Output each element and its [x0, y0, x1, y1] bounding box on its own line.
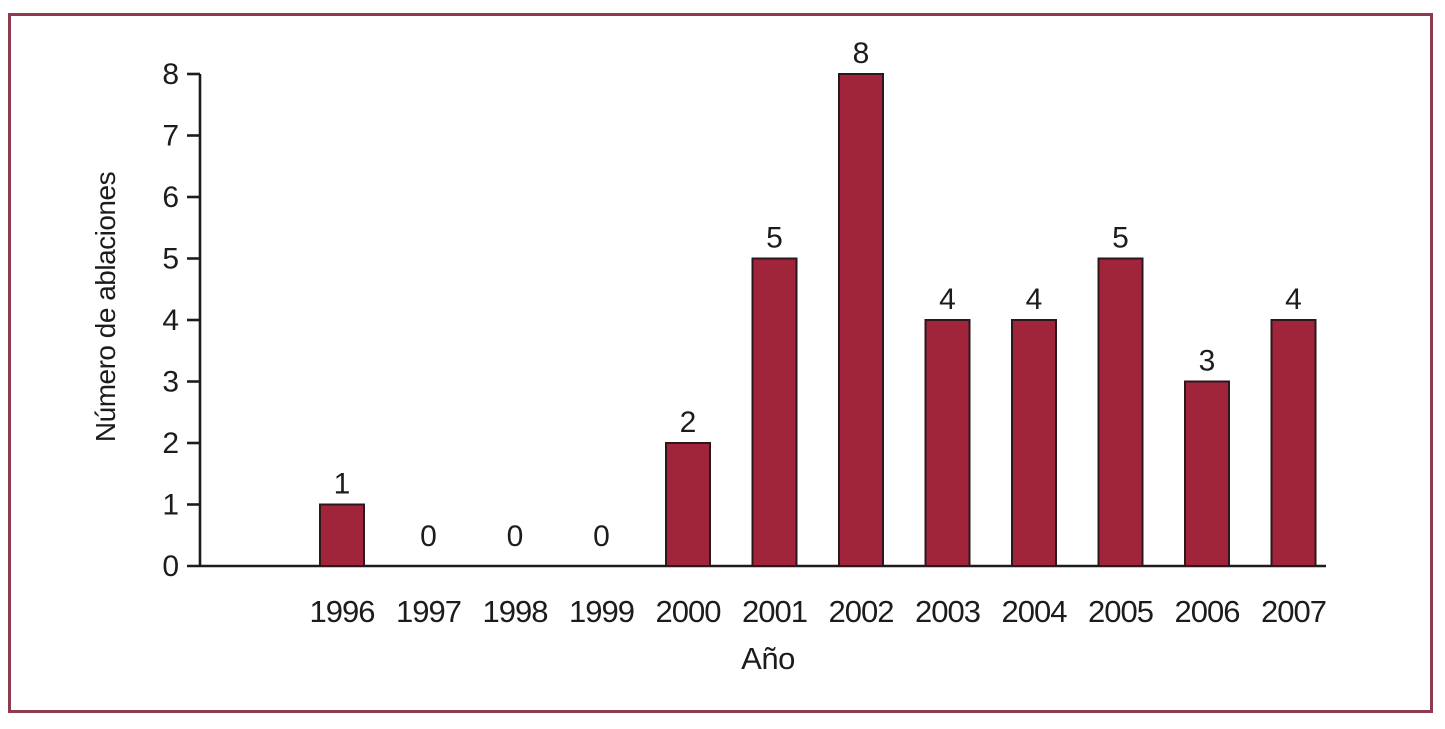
x-tick-label: 2004	[1002, 594, 1068, 629]
bar	[319, 503, 365, 567]
y-tick-label: 4	[162, 304, 179, 337]
bar	[1097, 257, 1144, 567]
bar-value-label: 4	[1285, 283, 1302, 316]
x-tick-label: 1997	[396, 594, 461, 629]
x-tick-label: 2003	[915, 594, 980, 629]
bar-value-label: 2	[680, 406, 697, 439]
x-tick-label: 2002	[829, 594, 894, 629]
y-tick-label: 2	[162, 427, 179, 460]
bar-value-label: 4	[1026, 283, 1043, 316]
bar-value-label: 4	[939, 283, 956, 316]
bar-value-label: 5	[1112, 222, 1129, 255]
y-tick-label: 1	[162, 489, 179, 522]
y-tick-label: 5	[162, 243, 179, 276]
x-tick-label: 1999	[569, 594, 634, 629]
x-tick-label: 2001	[742, 594, 807, 629]
bar-value-label: 0	[593, 520, 610, 553]
bar	[1011, 319, 1057, 567]
y-tick-label: 6	[162, 181, 179, 214]
y-tick-label: 8	[162, 58, 179, 91]
x-tick-label: 2007	[1261, 594, 1326, 629]
bar-value-label: 5	[766, 222, 783, 255]
y-tick-label: 0	[162, 550, 179, 583]
x-tick-label: 2000	[656, 594, 722, 629]
y-tick-label: 7	[162, 120, 179, 153]
x-tick-label: 2005	[1088, 594, 1153, 629]
bar-value-label: 0	[507, 520, 524, 553]
y-tick-label: 3	[162, 366, 179, 399]
x-tick-label: 1996	[310, 594, 375, 629]
bar-value-label: 0	[420, 520, 437, 553]
bar	[1184, 380, 1230, 567]
bar-value-label: 3	[1199, 345, 1216, 378]
x-axis-title: Año	[741, 641, 795, 676]
bar	[1270, 319, 1317, 567]
bar	[665, 442, 711, 567]
bar	[924, 319, 971, 567]
bar-value-label: 1	[334, 468, 351, 501]
x-tick-label: 2006	[1175, 594, 1240, 629]
bar-value-label: 8	[853, 37, 870, 70]
x-tick-label: 1998	[483, 594, 548, 629]
bar	[838, 73, 884, 567]
bar	[751, 257, 798, 567]
y-axis-title: Número de ablaciones	[90, 171, 121, 443]
